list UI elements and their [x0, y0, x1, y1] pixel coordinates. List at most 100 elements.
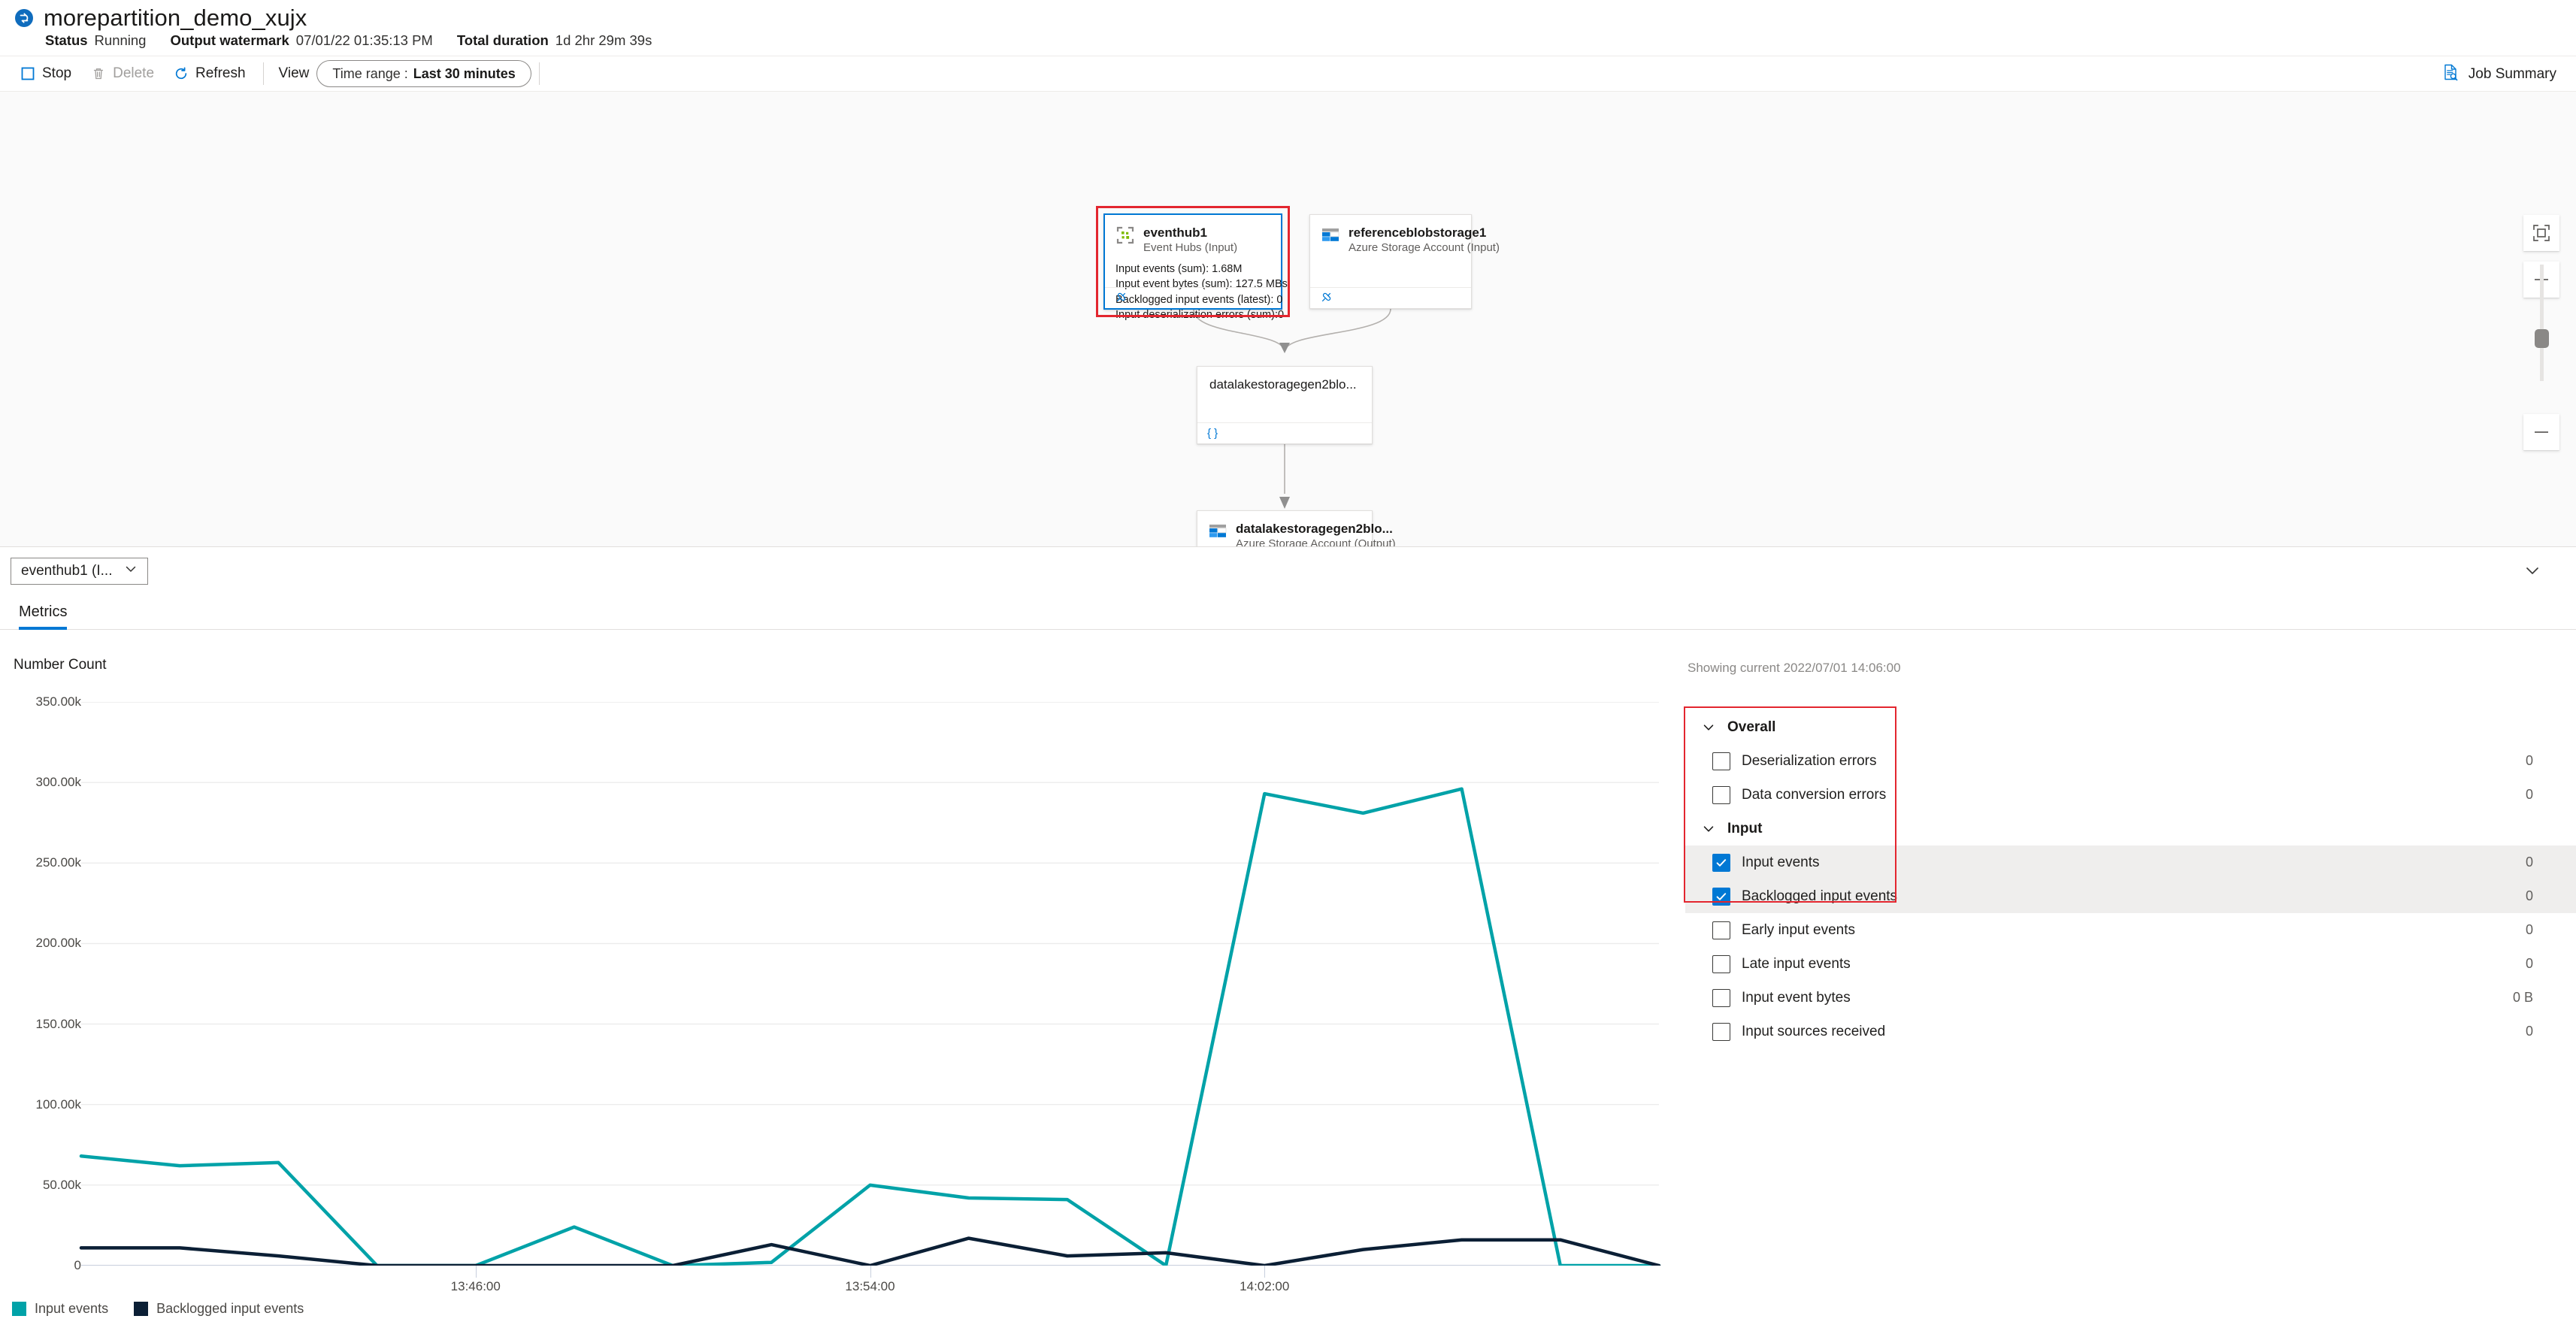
node-metric-line: Backlogged input events (latest): 0 — [1115, 293, 1283, 306]
watermark-label: Output watermark — [170, 32, 289, 48]
metric-value: 0 — [2525, 922, 2533, 937]
metric-list-item[interactable]: Data conversion errors 0 — [1685, 778, 2576, 812]
metric-group-header[interactable]: Input — [1685, 812, 2576, 845]
metric-list-item[interactable]: Input events 0 — [1685, 845, 2576, 879]
diagram-zoom-controls[interactable] — [2523, 215, 2559, 450]
metric-label: Input events — [1742, 854, 1820, 870]
metric-list-item[interactable]: Backlogged input events 0 — [1685, 879, 2576, 913]
page-header: morepartition_demo_xujx Status Running O… — [0, 0, 2576, 56]
time-range-value: Last 30 minutes — [413, 65, 516, 81]
delete-label: Delete — [113, 65, 155, 81]
chart-x-tick-mark — [1264, 1266, 1266, 1278]
node-header: datalakestoragegen2blo... Azure Storage … — [1197, 511, 1396, 546]
metric-list-item[interactable]: Early input events 0 — [1685, 913, 2576, 947]
chart-y-tick-label: 150.00k — [35, 1016, 82, 1031]
query-braces-icon[interactable]: { } — [1207, 427, 1218, 440]
diagram-node-referenceblobstorage1[interactable]: referenceblobstorage1 Azure Storage Acco… — [1309, 214, 1500, 309]
node-subtitle: Azure Storage Account (Output) — [1236, 537, 1396, 546]
metrics-selector-bar: eventhub1 (I... — [0, 547, 2576, 592]
metric-label: Late input events — [1742, 955, 1851, 972]
chart-y-tick-label: 100.00k — [35, 1097, 82, 1112]
chart-y-tick-label: 200.00k — [35, 936, 82, 951]
duration-value: 1d 2hr 29m 39s — [555, 32, 652, 48]
watermark-value: 07/01/22 01:35:13 PM — [295, 32, 433, 48]
title-row: morepartition_demo_xujx — [14, 5, 307, 32]
job-summary-button[interactable]: Job Summary — [2441, 56, 2556, 92]
zoom-slider-handle[interactable] — [2535, 329, 2549, 348]
node-subtitle: Azure Storage Account (Input) — [1349, 241, 1500, 255]
tab-metrics-label: Metrics — [19, 603, 68, 620]
metric-checkbox[interactable] — [1712, 752, 1730, 770]
job-summary-label: Job Summary — [2468, 66, 2556, 82]
node-title: datalakestoragegen2blo... — [1209, 377, 1357, 392]
metric-value: 0 — [2525, 753, 2533, 768]
delete-button[interactable]: Delete — [81, 57, 164, 90]
time-range-key: Time range : — [332, 65, 408, 81]
node-selector-dropdown[interactable]: eventhub1 (I... — [11, 558, 149, 585]
node-labels: datalakestoragegen2blo... Azure Storage … — [1236, 521, 1396, 546]
node-header: eventhub1 Event Hubs (Input) — [1105, 215, 1281, 256]
metric-group-header[interactable]: Overall — [1685, 710, 2576, 744]
legend-label: Input events — [35, 1301, 109, 1316]
chart-legend-item[interactable]: Backlogged input events — [134, 1301, 304, 1317]
plug-link-icon[interactable] — [1115, 291, 1128, 306]
metric-value: 0 B — [2512, 990, 2533, 1005]
node-footer: { } — [1197, 422, 1372, 443]
chevron-down-icon — [124, 562, 138, 580]
collapse-panel-chevron-down-icon[interactable] — [2519, 558, 2546, 583]
chart-series — [79, 787, 1661, 1266]
stream-analytics-icon — [14, 8, 35, 29]
toolbar-divider-2 — [538, 62, 540, 85]
metric-checkbox[interactable] — [1712, 887, 1730, 906]
diagram-node-output[interactable]: datalakestoragegen2blo... Azure Storage … — [1197, 510, 1396, 546]
metric-value: 0 — [2525, 888, 2533, 903]
metric-list-item[interactable]: Deserialization errors 0 — [1685, 744, 2576, 778]
zoom-out-icon[interactable] — [2523, 414, 2559, 450]
chart-series-line — [79, 787, 1661, 1266]
tab-metrics[interactable]: Metrics — [11, 594, 75, 630]
job-meta: Status Running Output watermark 07/01/22… — [45, 32, 652, 49]
stop-button[interactable]: Stop — [11, 57, 81, 90]
plug-link-icon[interactable] — [1320, 291, 1333, 306]
refresh-button[interactable]: Refresh — [164, 57, 256, 90]
diagram-node-eventhub1[interactable]: eventhub1 Event Hubs (Input) Input event… — [1103, 213, 1288, 321]
stop-icon — [20, 66, 35, 81]
metric-checkbox[interactable] — [1712, 921, 1730, 939]
azure-storage-icon — [1321, 225, 1340, 245]
chart-x-tick-label: 14:02:00 — [1240, 1279, 1290, 1293]
panel-splitter[interactable] — [0, 546, 2576, 547]
event-hubs-icon — [1115, 225, 1135, 245]
metric-list-item[interactable]: Input event bytes 0 B — [1685, 981, 2576, 1015]
metric-list-item[interactable]: Late input events 0 — [1685, 947, 2576, 981]
stop-label: Stop — [42, 65, 72, 81]
node-footer — [1310, 287, 1471, 308]
chart-y-tick-label: 0 — [74, 1258, 81, 1272]
metric-checkbox[interactable] — [1712, 785, 1730, 804]
node-labels: eventhub1 Event Hubs (Input) — [1143, 225, 1270, 256]
fit-to-screen-icon[interactable] — [2523, 215, 2559, 251]
diagram-node-query[interactable]: datalakestoragegen2blo... { } — [1197, 366, 1373, 444]
metric-checkbox[interactable] — [1712, 988, 1730, 1007]
chart-svg — [79, 702, 1661, 1266]
metric-checkbox[interactable] — [1712, 954, 1730, 973]
node-subtitle: Event Hubs (Input) — [1143, 241, 1238, 255]
metric-checkbox[interactable] — [1712, 853, 1730, 872]
time-range-picker[interactable]: Time range : Last 30 minutes — [316, 60, 531, 87]
refresh-label: Refresh — [195, 65, 246, 81]
metric-checkbox[interactable] — [1712, 1022, 1730, 1041]
chart-plot-area[interactable] — [0, 702, 1674, 1266]
job-topology-diagram[interactable]: eventhub1 Event Hubs (Input) Input event… — [0, 92, 2576, 546]
chart-x-tick-label: 13:54:00 — [845, 1279, 895, 1293]
metric-label: Input event bytes — [1742, 989, 1851, 1006]
chart-y-tick-label: 300.00k — [35, 775, 82, 790]
metric-list-item[interactable]: Input sources received 0 — [1685, 1015, 2576, 1048]
zoom-slider-track[interactable] — [2540, 265, 2544, 381]
status-label: Status — [45, 32, 88, 48]
node-title: referenceblobstorage1 — [1349, 225, 1487, 240]
metric-value: 0 — [2525, 1024, 2533, 1039]
metric-selection-list[interactable]: Overall Deserialization errors 0 Data conve… — [1685, 710, 2576, 1048]
legend-color-swatch — [12, 1302, 26, 1316]
chevron-down-icon — [1702, 822, 1715, 836]
chart-legend-item[interactable]: Input events — [12, 1301, 108, 1317]
